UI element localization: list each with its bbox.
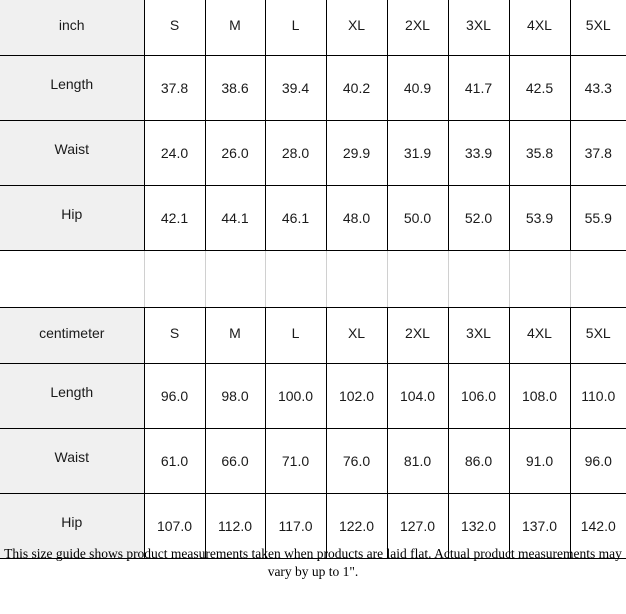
unit-header: inch: [0, 0, 145, 56]
row-label: Length: [0, 363, 145, 429]
measurement-cell: 37.8: [569, 120, 626, 186]
measurement-row: Hip 107.0 112.0 117.0 122.0 127.0 132.0 137.0 14…: [0, 493, 626, 559]
measurement-cell: 61.0: [143, 428, 206, 494]
measurement-cell: 132.0: [447, 493, 510, 559]
size-guide-note: This size guide shows product measuremen…: [4, 546, 622, 579]
measurement-cell: 122.0: [325, 493, 388, 559]
measurement-cell: 28.0: [264, 120, 327, 186]
measurement-cell: 106.0: [447, 363, 510, 429]
size-header: 2XL: [386, 307, 449, 364]
measurement-cell: 104.0: [386, 363, 449, 429]
measurement-cell: 40.2: [325, 55, 388, 121]
row-label: Waist: [0, 428, 145, 494]
size-header: 4XL: [508, 0, 571, 56]
empty-cell: [264, 250, 327, 308]
size-header: L: [264, 307, 327, 364]
empty-cell: [0, 250, 145, 308]
size-header: 3XL: [447, 0, 510, 56]
measurement-cell: 53.9: [508, 185, 571, 251]
empty-cell: [143, 250, 206, 308]
measurement-cell: 127.0: [386, 493, 449, 559]
row-label: Hip: [0, 493, 145, 559]
size-header: S: [143, 307, 206, 364]
size-header: XL: [325, 307, 388, 364]
size-header: XL: [325, 0, 388, 56]
row-label: Hip: [0, 185, 145, 251]
measurement-row: Waist 61.0 66.0 71.0 76.0 81.0 86.0 91.0 96.0: [0, 428, 626, 494]
empty-cell: [325, 250, 388, 308]
measurement-cell: 40.9: [386, 55, 449, 121]
measurement-cell: 112.0: [204, 493, 266, 559]
measurement-cell: 117.0: [264, 493, 327, 559]
empty-cell: [508, 250, 571, 308]
empty-cell: [569, 250, 626, 308]
row-label: Length: [0, 55, 145, 121]
size-header: L: [264, 0, 327, 56]
size-header: 4XL: [508, 307, 571, 364]
measurement-cell: 42.5: [508, 55, 571, 121]
measurement-cell: 37.8: [143, 55, 206, 121]
measurement-cell: 44.1: [204, 185, 266, 251]
measurement-cell: 96.0: [569, 428, 626, 494]
measurement-cell: 31.9: [386, 120, 449, 186]
size-header: M: [204, 0, 266, 56]
measurement-cell: 39.4: [264, 55, 327, 121]
empty-cell: [447, 250, 510, 308]
measurement-cell: 81.0: [386, 428, 449, 494]
unit-header: centimeter: [0, 307, 145, 364]
row-label: Waist: [0, 120, 145, 186]
measurement-cell: 50.0: [386, 185, 449, 251]
empty-cell: [386, 250, 449, 308]
size-header: 2XL: [386, 0, 449, 56]
header-row: centimeter S M L XL 2XL 3XL 4XL 5XL: [0, 307, 626, 364]
measurement-cell: 107.0: [143, 493, 206, 559]
measurement-cell: 55.9: [569, 185, 626, 251]
size-chart-table: inch S M L XL 2XL 3XL 4XL 5XL Length 37.8 38.6 39.4 4…: [0, 0, 626, 559]
measurement-cell: 38.6: [204, 55, 266, 121]
size-header: 5XL: [569, 0, 626, 56]
size-header: 3XL: [447, 307, 510, 364]
measurement-cell: 29.9: [325, 120, 388, 186]
size-header: S: [143, 0, 206, 56]
measurement-row: Hip 42.1 44.1 46.1 48.0 50.0 52.0 53.9 55.9: [0, 185, 626, 251]
measurement-cell: 76.0: [325, 428, 388, 494]
measurement-cell: 48.0: [325, 185, 388, 251]
measurement-cell: 96.0: [143, 363, 206, 429]
measurement-cell: 42.1: [143, 185, 206, 251]
measurement-cell: 26.0: [204, 120, 266, 186]
measurement-cell: 43.3: [569, 55, 626, 121]
measurement-cell: 142.0: [569, 493, 626, 559]
header-row: inch S M L XL 2XL 3XL 4XL 5XL: [0, 0, 626, 56]
measurement-row: Length 37.8 38.6 39.4 40.2 40.9 41.7 42.5 43.3: [0, 55, 626, 121]
size-header: 5XL: [569, 307, 626, 364]
size-header: M: [204, 307, 266, 364]
measurement-cell: 91.0: [508, 428, 571, 494]
measurement-cell: 35.8: [508, 120, 571, 186]
measurement-cell: 33.9: [447, 120, 510, 186]
measurement-cell: 137.0: [508, 493, 571, 559]
measurement-cell: 110.0: [569, 363, 626, 429]
measurement-cell: 108.0: [508, 363, 571, 429]
measurement-cell: 71.0: [264, 428, 327, 494]
spacer-row: [0, 250, 626, 308]
measurement-cell: 102.0: [325, 363, 388, 429]
measurement-row: Waist 24.0 26.0 28.0 29.9 31.9 33.9 35.8 37.8: [0, 120, 626, 186]
measurement-cell: 24.0: [143, 120, 206, 186]
empty-cell: [204, 250, 266, 308]
measurement-cell: 86.0: [447, 428, 510, 494]
measurement-cell: 66.0: [204, 428, 266, 494]
measurement-cell: 100.0: [264, 363, 327, 429]
measurement-cell: 52.0: [447, 185, 510, 251]
measurement-cell: 46.1: [264, 185, 327, 251]
measurement-cell: 98.0: [204, 363, 266, 429]
measurement-row: Length 96.0 98.0 100.0 102.0 104.0 106.0 108.0 1…: [0, 363, 626, 429]
measurement-cell: 41.7: [447, 55, 510, 121]
